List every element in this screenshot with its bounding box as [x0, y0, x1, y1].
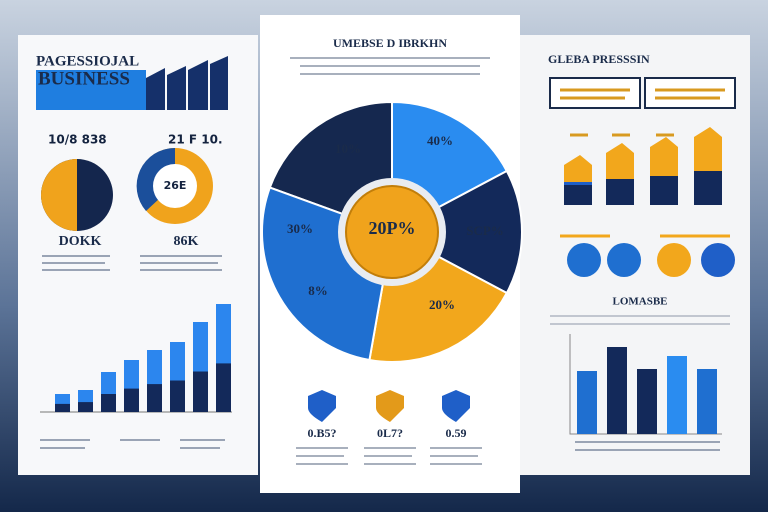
text-lines	[40, 439, 225, 449]
bar-bottom	[170, 380, 185, 412]
bar-top	[694, 127, 722, 177]
circle-icon	[607, 243, 641, 277]
icon-label: 0L7?	[377, 426, 403, 440]
donut-label: 26E	[164, 179, 187, 192]
circle-icon	[657, 243, 691, 277]
title-bars	[146, 56, 228, 110]
text-lines	[42, 255, 222, 271]
box-text	[560, 88, 725, 100]
bar-bottom	[193, 371, 208, 412]
pie-chart	[261, 100, 523, 363]
stat: 10/8 838	[48, 133, 107, 147]
right-title: GLEBA PRESSSIN	[548, 52, 650, 66]
center-title: UMEBSE D IBRKHN	[333, 36, 447, 50]
bar-bottom	[216, 363, 231, 412]
shield-icon	[308, 390, 336, 422]
label-box	[549, 77, 641, 109]
circles	[560, 234, 735, 277]
bar-bottom	[124, 388, 139, 412]
icon-label: 0.59	[446, 426, 467, 440]
right-subtitle: LOMASBE	[612, 296, 667, 308]
circle-icon	[567, 243, 601, 277]
bar-top	[564, 155, 592, 182]
pie-center	[345, 185, 439, 279]
slice-label: 20%	[429, 297, 455, 312]
left-content: PAGESSIOJAL BUSINESS 10/8 838 21 F 10. 2…	[36, 53, 232, 449]
label: 86K	[174, 234, 199, 249]
bar-bottom	[78, 402, 93, 412]
bar	[667, 356, 687, 434]
shield-icon	[376, 390, 404, 422]
text-lines	[550, 315, 730, 325]
icons: 0.B5? 0L7? 0.59	[296, 390, 482, 465]
bar-bottom	[147, 384, 162, 412]
text-lines	[575, 441, 720, 451]
slice-label: SCP%	[466, 223, 504, 238]
label: DOKK	[59, 234, 102, 249]
text-lines	[430, 447, 482, 465]
title-band	[36, 70, 146, 110]
circle-icon	[701, 243, 735, 277]
title-line: PAGESSIOJAL	[36, 53, 139, 69]
bar	[607, 347, 627, 434]
pie-slice	[389, 169, 523, 295]
bar	[697, 369, 717, 434]
bar-bottom	[55, 403, 70, 412]
bar-side	[606, 179, 634, 205]
pie-half	[41, 159, 77, 231]
label-box	[644, 77, 736, 109]
stat: 21 F 10.	[168, 133, 223, 147]
title-line: BUSINESS	[38, 68, 130, 89]
text-lines	[296, 447, 348, 465]
donut-hole	[153, 164, 197, 208]
slice-label: 40%	[427, 133, 453, 148]
bar	[637, 369, 657, 434]
center-label: 20P%	[369, 218, 416, 238]
shield-icon	[442, 390, 470, 422]
bar-side	[694, 171, 722, 205]
text-lines	[290, 57, 490, 75]
slice-label: 30%	[287, 221, 313, 236]
bar	[577, 371, 597, 434]
text-lines	[364, 447, 416, 465]
slice-label: 8%	[308, 283, 328, 298]
bar-chart	[569, 334, 722, 451]
bar-side	[650, 176, 678, 205]
bar-top	[606, 143, 634, 180]
icon-label: 0.B5?	[307, 426, 336, 440]
bar-side	[564, 185, 592, 205]
bar-bottom	[101, 394, 116, 412]
3d-bars	[564, 127, 722, 205]
bar-chart	[40, 304, 232, 413]
slice-labels: 10% 40% 30% SCP% 8% 20%	[287, 133, 504, 312]
bar-top	[650, 137, 678, 179]
slice-label: 10%	[335, 141, 361, 156]
